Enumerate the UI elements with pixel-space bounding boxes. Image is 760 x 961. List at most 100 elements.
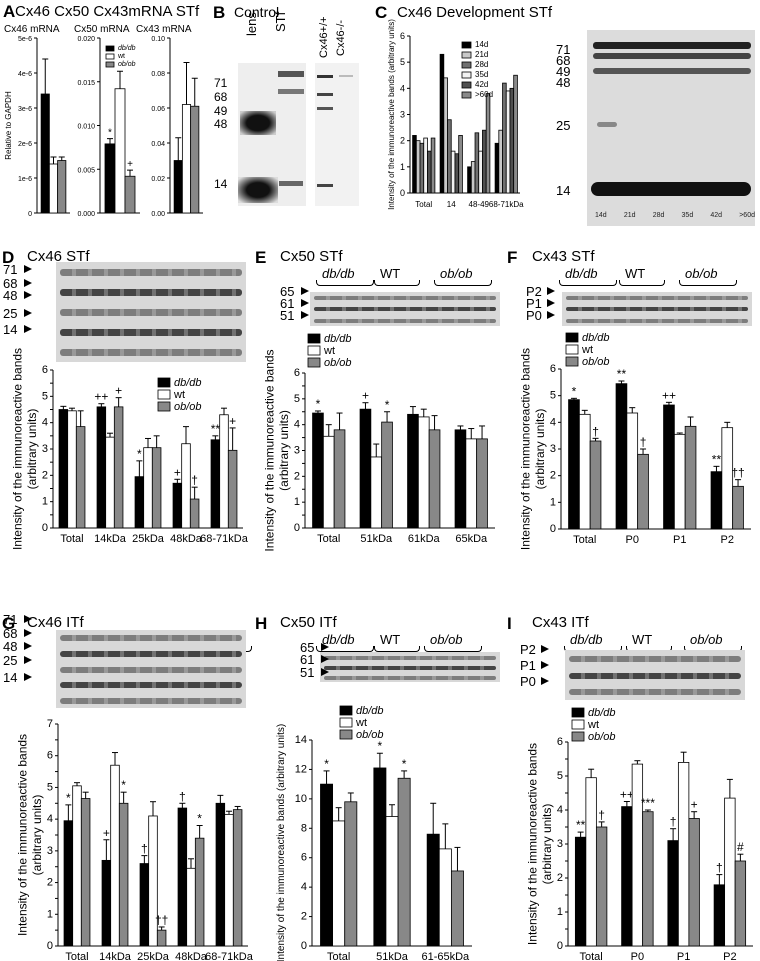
legend-swatch [105, 61, 115, 68]
marker-arrow-icon [321, 655, 329, 663]
chart-f: 0 1 2 3 4 5 6 Intensity of the immunoreactive b… [518, 332, 751, 550]
marker-arrow-icon [301, 299, 309, 307]
bar [458, 135, 463, 194]
bar [684, 425, 697, 530]
size-marker: P1 [520, 658, 536, 673]
y-axis-label: Intensity of the immunoreactive bands(ar… [525, 743, 553, 945]
y-tick-label: 1 [47, 908, 53, 920]
y-tick-label: 0.10 [151, 36, 165, 43]
significance-mark: + [115, 384, 122, 398]
y-tick-label: 6 [550, 363, 556, 375]
x-tick-label: Total [60, 533, 83, 545]
bar [430, 137, 436, 194]
significance-mark: * [108, 128, 112, 139]
y-tick-label: 0 [28, 211, 32, 218]
control-blot-right [315, 63, 359, 206]
y-tick-label: 6 [42, 364, 48, 376]
y-label-line: Intensity of the immunoreactive bands [262, 349, 276, 551]
marker-arrow-icon [541, 677, 549, 685]
bar [134, 476, 145, 529]
bar [426, 833, 440, 947]
size-marker: 71 [3, 262, 18, 277]
blot-group-label: db/db [565, 266, 598, 281]
bar [210, 439, 221, 529]
marker-71: 71 [214, 76, 228, 90]
bar [688, 818, 700, 947]
bar [615, 383, 628, 530]
bar [215, 802, 226, 947]
y-label-line: Intensity of the immunoreactive bands [10, 348, 24, 550]
y-label-line: (arbitrary units) [540, 804, 554, 885]
y-tick-label: 2 [301, 911, 307, 923]
significance-mark: * [316, 397, 321, 411]
y-tick-label: 14 [295, 734, 307, 746]
bar [320, 783, 334, 947]
panel-g-letter: G [2, 614, 16, 633]
panel-e-title: Cx50 STf [280, 248, 343, 265]
bar [478, 150, 483, 194]
bar [412, 135, 417, 194]
x-tick-label: Total [573, 534, 596, 546]
bar [189, 498, 200, 529]
dev-marker-25: 25 [556, 118, 571, 133]
panel-f-title: Cx43 STf [532, 248, 595, 265]
bar [397, 777, 411, 947]
y-tick-label: 12 [295, 763, 307, 775]
bar [58, 409, 69, 529]
legend-swatch [157, 389, 171, 400]
y-tick-label: 5 [42, 390, 48, 402]
legend-label: wt [173, 389, 185, 401]
blot-group-label: ob/ob [440, 266, 473, 281]
western-blot-i [565, 650, 745, 700]
panel-i-title: Cx43 ITf [532, 614, 589, 631]
bar [476, 438, 488, 529]
bar [72, 785, 82, 947]
x-tick-label: P0 [626, 534, 639, 546]
marker-49: 49 [214, 104, 228, 118]
dev-marker-48: 48 [556, 75, 571, 90]
legend-label: 28d [475, 60, 488, 69]
legend-swatch [339, 729, 353, 740]
x-tick-label: Total [327, 951, 350, 961]
legend-label: db/db [174, 377, 202, 389]
y-label-line: Intensity of the immunoreactive bands [518, 348, 532, 550]
y-tick-label: 10 [295, 793, 307, 805]
x-tick-label: Total [415, 200, 432, 209]
marker-48: 48 [214, 117, 228, 131]
y-tick-label: 1 [42, 496, 48, 508]
panel-b-letter: B [213, 3, 226, 22]
significance-mark: * [66, 791, 71, 805]
marker-arrow-icon [24, 265, 32, 273]
legend-label: db/db [324, 333, 352, 345]
panel-a-subtitle-cx46: Cx46 mRNA [4, 24, 60, 35]
marker-arrow-icon [24, 291, 32, 299]
y-tick-label: 3 [550, 443, 556, 455]
development-blot [587, 30, 755, 226]
y-tick-label: 3e-6 [18, 106, 32, 113]
legend-swatch [461, 61, 472, 69]
dev-marker-49: 49 [556, 64, 571, 79]
marker-arrow-icon [301, 311, 309, 319]
bar [344, 801, 358, 947]
legend-label: ob/ob [118, 61, 136, 68]
significance-mark: * [402, 757, 407, 771]
bar [332, 820, 346, 947]
legend-swatch [565, 356, 579, 367]
panel-f-letter: F [507, 248, 518, 267]
size-marker: 65 [280, 284, 295, 299]
legend-swatch [461, 81, 472, 89]
dev-marker-71: 71 [556, 42, 571, 57]
legend-label: ob/ob [174, 401, 202, 413]
y-tick-label: 0.06 [151, 106, 165, 113]
legend-swatch [571, 719, 585, 730]
bar [578, 413, 591, 530]
size-marker: 65 [300, 640, 315, 655]
bar [447, 119, 452, 194]
y-tick-label: 1e-6 [18, 176, 32, 183]
y-label-line: (arbitrary units) [25, 409, 39, 490]
bar [177, 807, 188, 947]
blot-group-label: WT [380, 266, 401, 281]
legend-label: db/db [118, 45, 136, 52]
bar [505, 90, 511, 194]
